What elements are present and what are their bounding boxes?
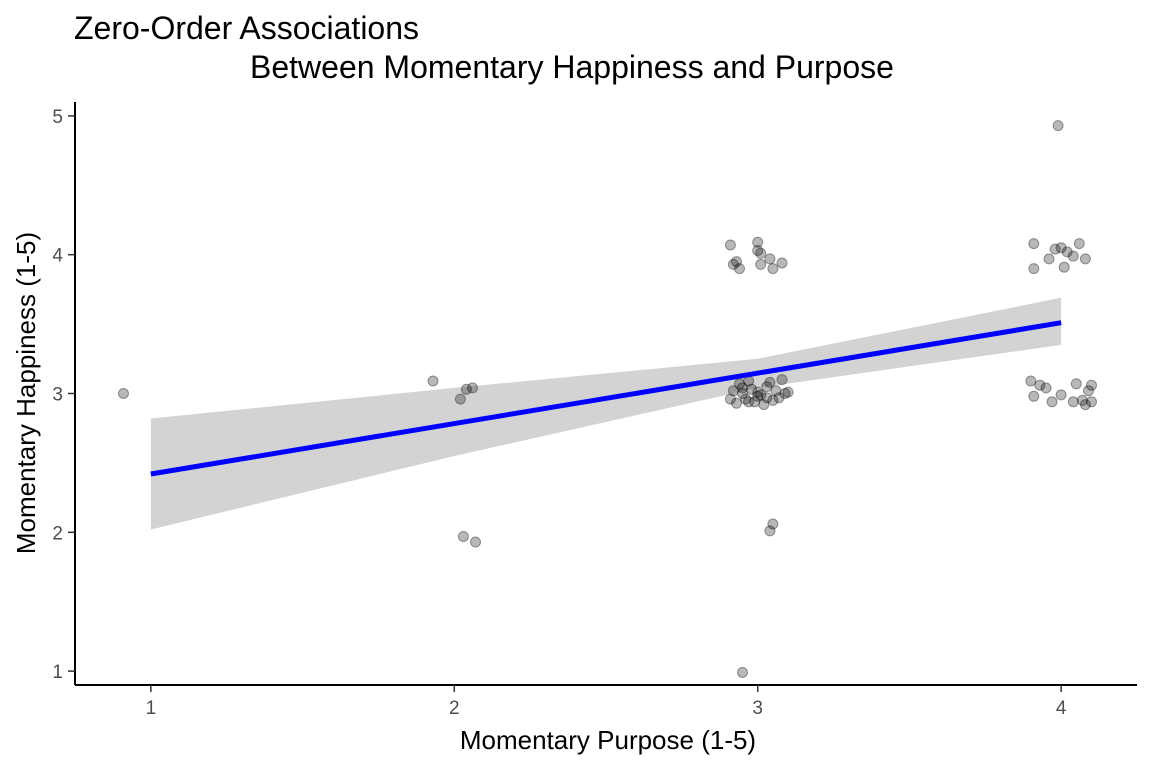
data-point: [1086, 379, 1097, 391]
data-point: [782, 386, 794, 398]
data-point: [1034, 379, 1046, 391]
chart-title-line-2: Between Momentary Happiness and Purpose: [250, 49, 894, 85]
data-point: [767, 394, 779, 406]
data-point: [731, 397, 742, 409]
data-point: [1052, 120, 1064, 132]
y-tick-label: 2: [52, 523, 63, 544]
x-tick-label: 4: [1056, 698, 1067, 719]
data-point: [724, 393, 736, 405]
data-point: [1058, 261, 1070, 273]
data-point: [776, 374, 788, 386]
data-point: [1067, 396, 1079, 408]
data-point: [773, 392, 785, 404]
data-point: [427, 375, 439, 387]
data-point: [767, 263, 779, 275]
data-point: [734, 378, 745, 390]
data-point: [727, 385, 739, 397]
data-point: [743, 396, 755, 408]
data-point: [460, 383, 472, 395]
data-point: [752, 245, 764, 256]
data-point: [1046, 396, 1058, 408]
data-point: [727, 258, 739, 270]
data-point: [737, 667, 748, 678]
data-point: [767, 518, 779, 530]
data-point: [1076, 394, 1088, 406]
data-point: [752, 390, 764, 402]
data-point: [470, 536, 481, 548]
data-point: [1070, 378, 1082, 390]
data-points-layer: [118, 120, 1097, 678]
confidence-band-layer: [150, 297, 1062, 530]
data-point: [1061, 246, 1073, 258]
fit-line-layer: [150, 320, 1062, 477]
data-point: [1079, 253, 1091, 265]
data-point: [1067, 250, 1079, 262]
data-point: [764, 376, 776, 388]
y-tick-label: 5: [52, 107, 63, 128]
data-point: [734, 263, 745, 275]
x-tick-label: 1: [146, 698, 157, 719]
x-tick-label: 2: [449, 698, 460, 719]
chart-title-line-1: Zero-Order Associations: [74, 10, 419, 46]
data-point: [1025, 375, 1037, 387]
confidence-band: [150, 297, 1062, 530]
data-point: [758, 399, 770, 411]
data-point: [770, 385, 782, 397]
data-point: [755, 389, 767, 401]
data-point: [764, 525, 776, 537]
data-point: [1055, 242, 1067, 254]
data-point: [457, 531, 469, 542]
data-point: [737, 388, 748, 399]
data-point: [761, 381, 773, 393]
data-point: [1049, 243, 1061, 255]
data-point: [776, 257, 788, 269]
data-point: [779, 388, 791, 399]
data-point: [740, 393, 752, 405]
data-point: [746, 383, 758, 395]
y-tick-label: 4: [52, 246, 63, 267]
data-point: [731, 256, 742, 268]
data-point: [118, 388, 129, 399]
data-point: [752, 236, 764, 248]
x-ticks: 1 2 3 4: [146, 685, 1067, 719]
data-point: [1079, 399, 1091, 411]
data-point: [1040, 382, 1052, 394]
data-point: [761, 392, 773, 404]
x-tick-label: 3: [752, 698, 763, 719]
data-point: [1028, 238, 1040, 250]
data-point: [755, 258, 767, 270]
x-axis-title: Momentary Purpose (1-5): [460, 725, 756, 755]
data-point: [749, 396, 761, 408]
data-point: [454, 393, 466, 405]
data-point: [1086, 396, 1097, 408]
data-point: [467, 382, 478, 394]
y-ticks: 1 2 3 4 5: [52, 107, 75, 683]
data-point: [755, 247, 767, 259]
data-point: [1055, 389, 1067, 401]
y-axis-title: Momentary Happiness (1-5): [11, 232, 41, 554]
data-point: [1028, 263, 1040, 275]
data-point: [1028, 390, 1040, 402]
data-point: [737, 382, 748, 394]
y-tick-label: 3: [52, 385, 63, 406]
data-point: [1073, 238, 1085, 250]
y-tick-label: 1: [52, 662, 63, 683]
data-point: [724, 239, 736, 251]
data-point: [1083, 385, 1094, 397]
data-point: [764, 253, 776, 265]
data-point: [1043, 253, 1055, 265]
data-point: [752, 386, 764, 398]
fit-line: [150, 320, 1062, 477]
